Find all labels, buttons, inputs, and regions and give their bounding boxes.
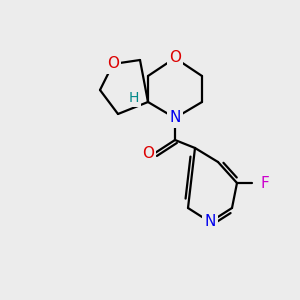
- Text: O: O: [142, 146, 154, 160]
- Text: N: N: [169, 110, 181, 125]
- Text: H: H: [129, 91, 139, 105]
- Text: N: N: [204, 214, 216, 230]
- Text: O: O: [107, 56, 119, 71]
- Text: O: O: [169, 50, 181, 65]
- Text: F: F: [261, 176, 269, 190]
